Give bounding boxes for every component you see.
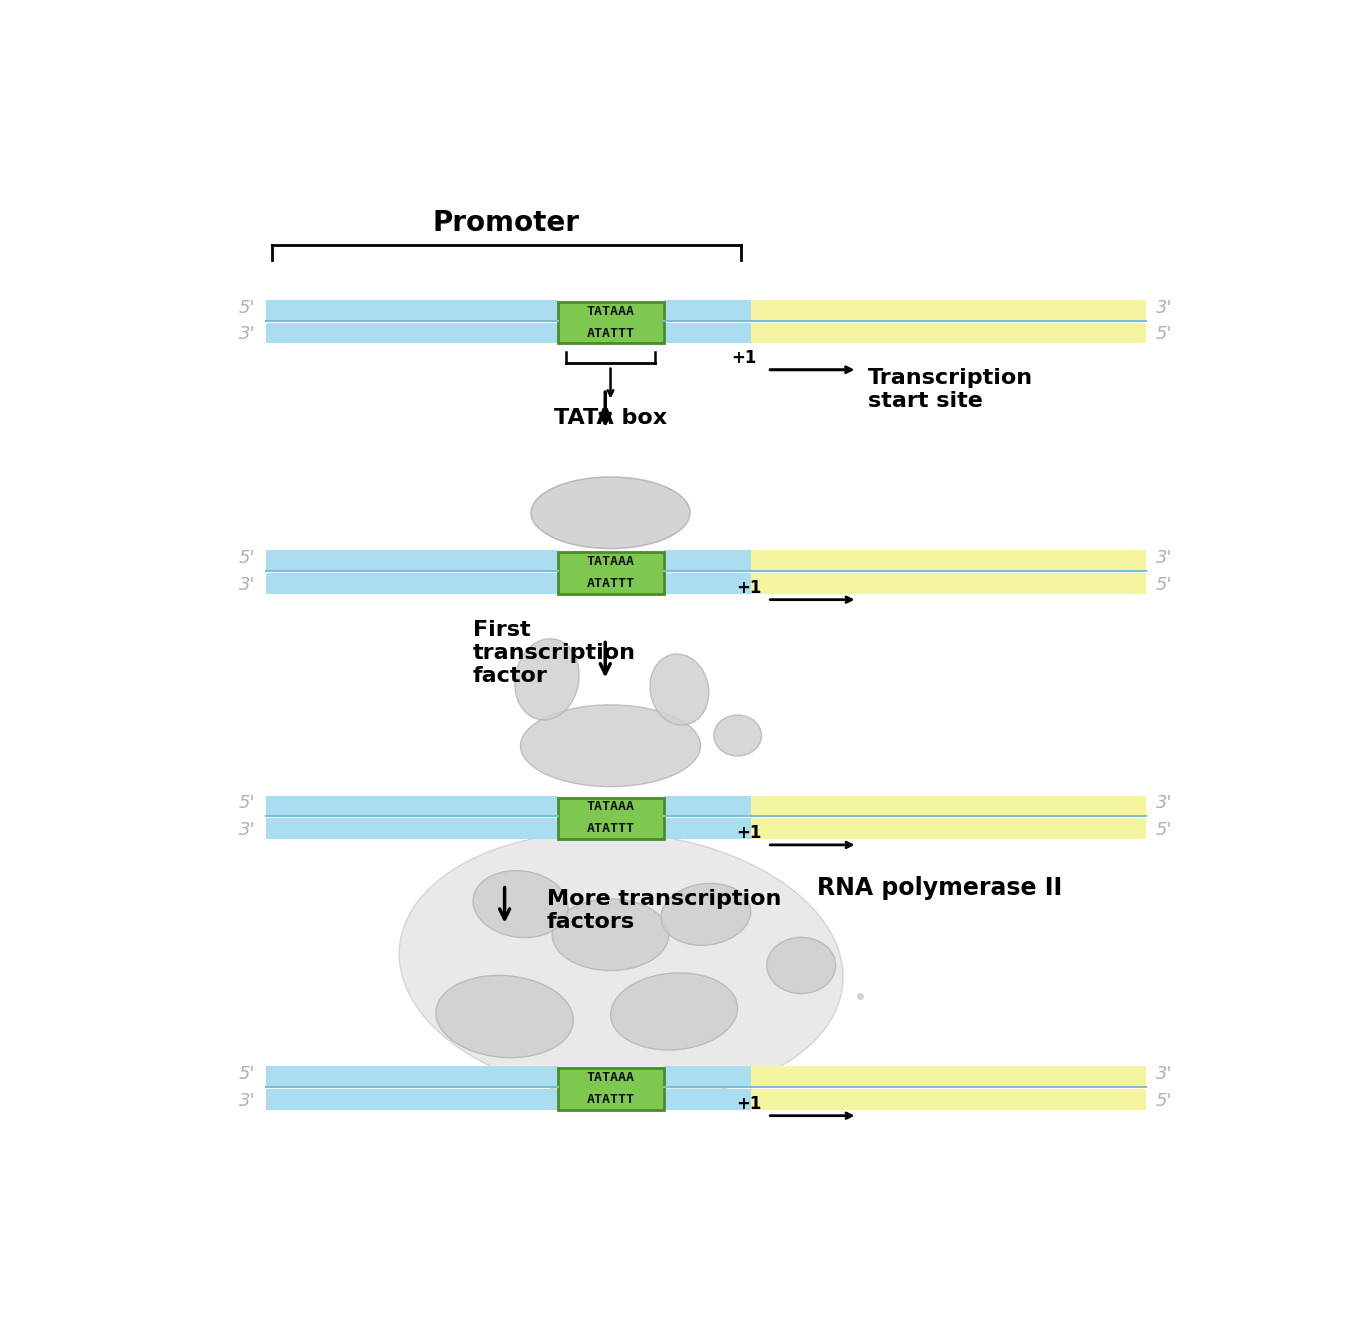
- Bar: [267, 796, 558, 816]
- Ellipse shape: [662, 884, 750, 945]
- Bar: [267, 322, 558, 344]
- Ellipse shape: [767, 937, 835, 994]
- Bar: [752, 819, 1146, 839]
- Bar: [752, 1089, 1146, 1109]
- Text: 3': 3': [239, 1092, 256, 1109]
- Text: 3': 3': [1156, 299, 1173, 317]
- Text: TATAAA: TATAAA: [586, 305, 634, 318]
- Text: First
transcription
factor: First transcription factor: [473, 620, 636, 686]
- Ellipse shape: [473, 871, 567, 938]
- Bar: [752, 1067, 1146, 1087]
- Text: 5': 5': [1156, 325, 1173, 344]
- Ellipse shape: [515, 638, 580, 721]
- Bar: [752, 796, 1146, 816]
- Ellipse shape: [521, 705, 700, 787]
- Text: 3': 3': [1156, 549, 1173, 567]
- Text: 3': 3': [1156, 795, 1173, 812]
- Bar: [267, 819, 558, 839]
- Bar: [267, 1089, 558, 1109]
- Bar: [663, 551, 752, 571]
- Text: 5': 5': [239, 549, 256, 567]
- Text: 5': 5': [1156, 1092, 1173, 1109]
- Text: Transcription
start site: Transcription start site: [868, 368, 1033, 411]
- Text: Promoter: Promoter: [433, 208, 580, 238]
- Bar: [267, 1067, 558, 1087]
- Text: +1: +1: [737, 579, 761, 597]
- Bar: [267, 573, 558, 593]
- Ellipse shape: [649, 654, 709, 725]
- Bar: [267, 300, 558, 321]
- Bar: [267, 551, 558, 571]
- Bar: [558, 552, 663, 593]
- Ellipse shape: [714, 715, 761, 756]
- Text: ATATTT: ATATTT: [586, 823, 634, 835]
- Text: 3': 3': [1156, 1066, 1173, 1083]
- Text: More transcription
factors: More transcription factors: [547, 889, 782, 932]
- Text: 5': 5': [239, 299, 256, 317]
- Text: +1: +1: [737, 1095, 761, 1112]
- Text: TATA box: TATA box: [554, 407, 667, 427]
- Text: RNA polymerase II: RNA polymerase II: [817, 876, 1062, 900]
- Text: TATAAA: TATAAA: [586, 1071, 634, 1084]
- Text: ATATTT: ATATTT: [586, 326, 634, 340]
- Text: +1: +1: [737, 824, 761, 841]
- Text: 5': 5': [1156, 576, 1173, 593]
- Text: +1: +1: [731, 349, 757, 366]
- Text: ATATTT: ATATTT: [586, 577, 634, 591]
- Bar: [558, 1068, 663, 1109]
- Text: 5': 5': [1156, 821, 1173, 839]
- Text: 3': 3': [239, 576, 256, 593]
- Bar: [752, 573, 1146, 593]
- Bar: [663, 796, 752, 816]
- Bar: [558, 303, 663, 344]
- Bar: [663, 1067, 752, 1087]
- Bar: [663, 819, 752, 839]
- Text: TATAAA: TATAAA: [586, 800, 634, 813]
- Bar: [752, 322, 1146, 344]
- Ellipse shape: [399, 832, 843, 1099]
- Bar: [663, 573, 752, 593]
- Ellipse shape: [611, 973, 738, 1050]
- Text: 3': 3': [239, 821, 256, 839]
- Text: ATATTT: ATATTT: [586, 1093, 634, 1105]
- Text: 3': 3': [239, 325, 256, 344]
- Text: TATAAA: TATAAA: [586, 555, 634, 568]
- Bar: [558, 798, 663, 839]
- Bar: [752, 551, 1146, 571]
- Ellipse shape: [436, 975, 573, 1058]
- Ellipse shape: [532, 476, 690, 548]
- Text: 5': 5': [239, 1066, 256, 1083]
- Bar: [663, 322, 752, 344]
- Bar: [752, 300, 1146, 321]
- Text: 5': 5': [239, 795, 256, 812]
- Ellipse shape: [552, 898, 668, 970]
- Bar: [663, 1089, 752, 1109]
- Bar: [663, 300, 752, 321]
